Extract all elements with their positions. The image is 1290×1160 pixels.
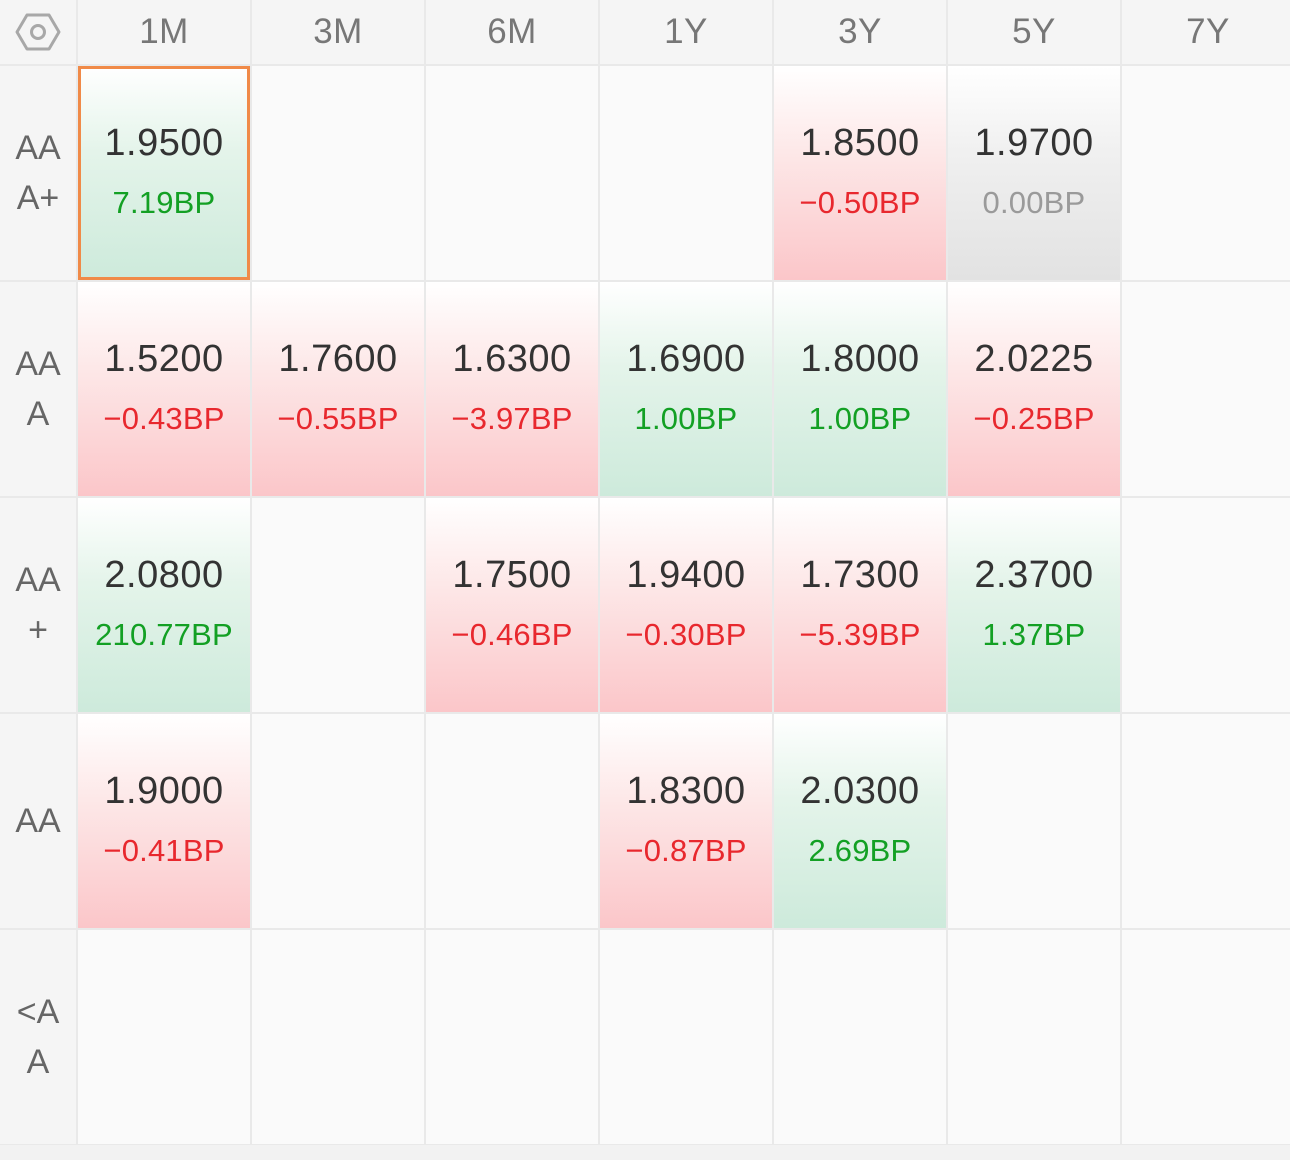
change-value: −0.41BP — [103, 832, 225, 868]
column-header-5y[interactable]: 5Y — [948, 0, 1120, 64]
empty-cell[interactable] — [600, 930, 772, 1144]
empty-cell[interactable] — [1122, 930, 1290, 1144]
matrix-cell[interactable]: 1.6900 1.00BP — [600, 282, 772, 496]
yield-value: 1.7500 — [452, 553, 572, 596]
empty-cell[interactable] — [252, 498, 424, 712]
yield-value: 1.7600 — [278, 337, 398, 380]
empty-cell[interactable] — [252, 930, 424, 1144]
change-value: −0.55BP — [277, 400, 399, 436]
matrix-cell[interactable]: 1.8500 −0.50BP — [774, 66, 946, 280]
yield-value: 1.9700 — [974, 121, 1094, 164]
row-label: AA — [0, 714, 76, 928]
column-header-6m[interactable]: 6M — [426, 0, 598, 64]
matrix-cell[interactable]: 1.8300 −0.87BP — [600, 714, 772, 928]
yield-value: 2.0225 — [974, 337, 1094, 380]
yield-value: 1.9500 — [104, 121, 224, 164]
change-value: 1.37BP — [982, 616, 1086, 652]
matrix-cell[interactable]: 1.9000 −0.41BP — [78, 714, 250, 928]
matrix-cell[interactable]: 2.0800 210.77BP — [78, 498, 250, 712]
column-header-7y[interactable]: 7Y — [1122, 0, 1290, 64]
yield-value: 1.5200 — [104, 337, 224, 380]
change-value: −0.50BP — [799, 184, 921, 220]
empty-cell[interactable] — [774, 930, 946, 1144]
yield-value: 1.9000 — [104, 769, 224, 812]
change-value: −3.97BP — [451, 400, 573, 436]
yield-value: 1.8300 — [626, 769, 746, 812]
change-value: 210.77BP — [95, 616, 233, 652]
change-value: 2.69BP — [808, 832, 912, 868]
empty-cell[interactable] — [426, 930, 598, 1144]
column-header-1y[interactable]: 1Y — [600, 0, 772, 64]
yield-value: 2.0300 — [800, 769, 920, 812]
matrix-cell[interactable]: 1.6300 −3.97BP — [426, 282, 598, 496]
empty-cell[interactable] — [252, 714, 424, 928]
empty-cell[interactable] — [1122, 714, 1290, 928]
matrix-cell[interactable]: 1.9500 7.19BP — [78, 66, 250, 280]
yield-value: 1.7300 — [800, 553, 920, 596]
empty-cell[interactable] — [948, 714, 1120, 928]
matrix-cell[interactable]: 2.0300 2.69BP — [774, 714, 946, 928]
change-value: −0.30BP — [625, 616, 747, 652]
yield-value: 1.9400 — [626, 553, 746, 596]
matrix-cell[interactable]: 1.9700 0.00BP — [948, 66, 1120, 280]
yield-value: 2.3700 — [974, 553, 1094, 596]
matrix-cell[interactable]: 2.0225 −0.25BP — [948, 282, 1120, 496]
change-value: −0.87BP — [625, 832, 747, 868]
row-label: AA+ — [0, 498, 76, 712]
settings-button[interactable] — [0, 0, 76, 64]
matrix-cell[interactable]: 2.3700 1.37BP — [948, 498, 1120, 712]
matrix-cell[interactable]: 1.7500 −0.46BP — [426, 498, 598, 712]
row-label: <AA — [0, 930, 76, 1144]
hexagon-gear-icon — [15, 13, 61, 51]
empty-cell[interactable] — [252, 66, 424, 280]
yield-value: 1.6300 — [452, 337, 572, 380]
matrix-cell[interactable]: 1.5200 −0.43BP — [78, 282, 250, 496]
change-value: 1.00BP — [634, 400, 738, 436]
change-value: −0.46BP — [451, 616, 573, 652]
row-label: AAA+ — [0, 66, 76, 280]
yield-value: 1.6900 — [626, 337, 746, 380]
empty-cell[interactable] — [1122, 66, 1290, 280]
yield-value: 1.8000 — [800, 337, 920, 380]
empty-cell[interactable] — [1122, 498, 1290, 712]
matrix-cell[interactable]: 1.9400 −0.30BP — [600, 498, 772, 712]
row-label: AAA — [0, 282, 76, 496]
yield-value: 1.8500 — [800, 121, 920, 164]
matrix-cell[interactable]: 1.8000 1.00BP — [774, 282, 946, 496]
change-value: 1.00BP — [808, 400, 912, 436]
empty-cell[interactable] — [426, 714, 598, 928]
change-value: −0.25BP — [973, 400, 1095, 436]
change-value: 7.19BP — [112, 184, 216, 220]
change-value: −0.43BP — [103, 400, 225, 436]
change-value: 0.00BP — [982, 184, 1086, 220]
column-header-3y[interactable]: 3Y — [774, 0, 946, 64]
empty-cell[interactable] — [948, 930, 1120, 1144]
empty-cell[interactable] — [426, 66, 598, 280]
empty-cell[interactable] — [600, 66, 772, 280]
yield-value: 2.0800 — [104, 553, 224, 596]
column-header-3m[interactable]: 3M — [252, 0, 424, 64]
change-value: −5.39BP — [799, 616, 921, 652]
empty-cell[interactable] — [78, 930, 250, 1144]
matrix-cell[interactable]: 1.7300 −5.39BP — [774, 498, 946, 712]
empty-cell[interactable] — [1122, 282, 1290, 496]
column-header-1m[interactable]: 1M — [78, 0, 250, 64]
matrix-cell[interactable]: 1.7600 −0.55BP — [252, 282, 424, 496]
